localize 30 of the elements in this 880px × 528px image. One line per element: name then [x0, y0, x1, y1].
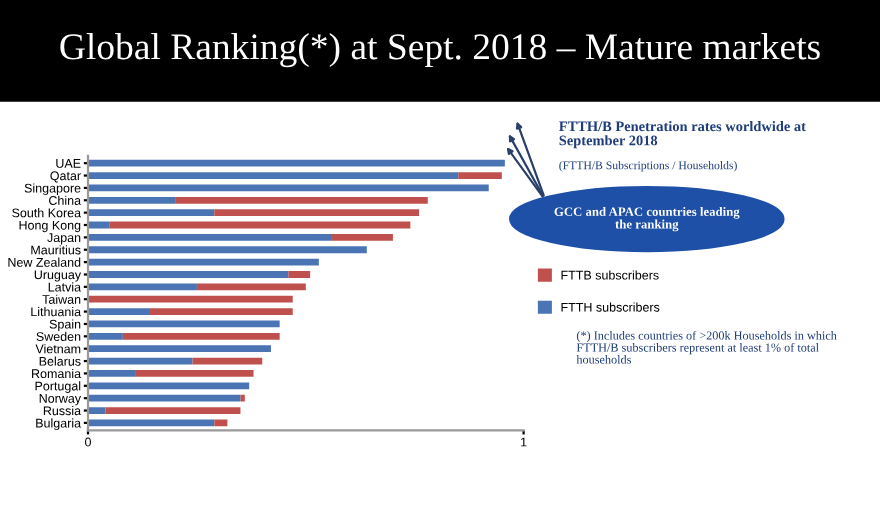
bar: [196, 283, 306, 291]
bar: [88, 407, 106, 414]
bar: [175, 196, 428, 204]
bar: [88, 196, 176, 204]
bar: [88, 419, 215, 427]
bar: [88, 370, 136, 377]
bar: [88, 345, 271, 353]
bar: [135, 370, 254, 377]
bar: [105, 407, 241, 414]
bar: [88, 271, 289, 278]
bar: [88, 382, 250, 390]
bar: [288, 271, 311, 278]
bar: [88, 233, 332, 241]
bar: [88, 258, 319, 266]
bar: [148, 308, 293, 315]
bar: [214, 419, 228, 427]
bar: [88, 246, 367, 254]
bar: [88, 332, 123, 340]
bar: [122, 332, 280, 340]
bar: [88, 308, 149, 315]
bar: [88, 209, 215, 217]
bar: [214, 209, 420, 217]
bar: [88, 295, 293, 303]
bar: [458, 172, 502, 179]
bar: [88, 283, 197, 291]
bar: [88, 172, 459, 179]
chart-title: Global Ranking(*) at Sept. 2018 – Mature markets: [60, 33, 820, 68]
bar: [331, 233, 393, 241]
bar: [88, 394, 241, 402]
bar: [88, 159, 505, 167]
